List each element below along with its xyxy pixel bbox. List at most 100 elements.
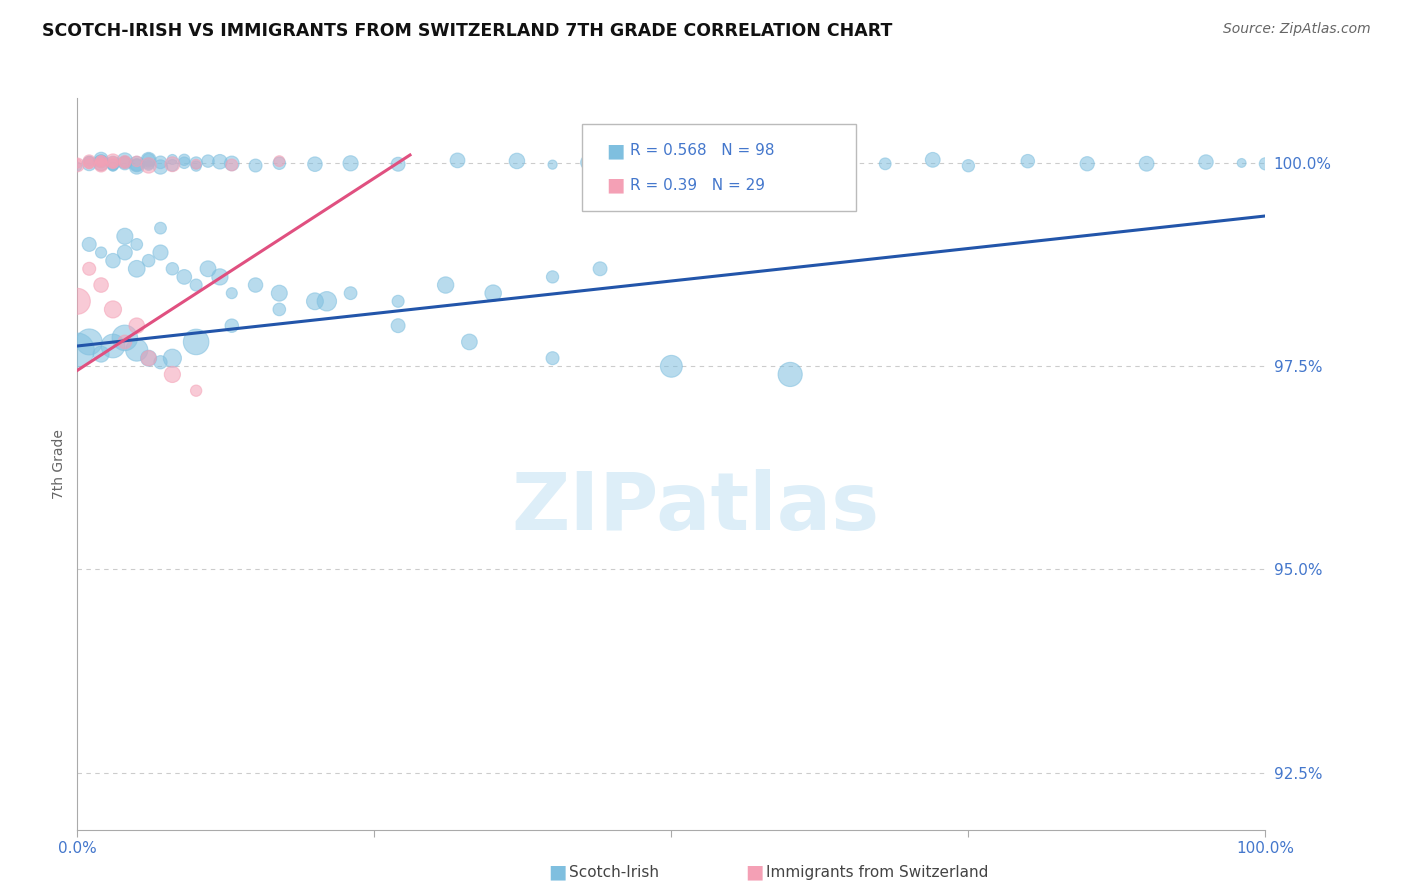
Point xyxy=(720,154,742,169)
Point xyxy=(506,153,529,168)
Point xyxy=(138,158,160,172)
Point xyxy=(77,155,100,169)
Point xyxy=(77,261,100,276)
Point xyxy=(114,153,136,168)
Point xyxy=(186,157,208,171)
Point xyxy=(101,253,124,268)
Point xyxy=(77,157,100,171)
Point xyxy=(66,343,89,357)
Point xyxy=(315,294,337,309)
Point xyxy=(1017,154,1039,169)
Point xyxy=(125,154,148,169)
Point xyxy=(125,158,148,172)
Point xyxy=(149,160,172,174)
Point xyxy=(162,351,184,366)
Point xyxy=(90,156,112,170)
Point xyxy=(138,153,160,167)
Text: Source: ZipAtlas.com: Source: ZipAtlas.com xyxy=(1223,22,1371,37)
Point xyxy=(1076,157,1098,171)
Point xyxy=(114,245,136,260)
Point xyxy=(101,302,124,317)
Point xyxy=(197,154,219,169)
Point xyxy=(269,154,291,169)
Point xyxy=(387,318,409,333)
Point xyxy=(138,156,160,170)
Text: SCOTCH-IRISH VS IMMIGRANTS FROM SWITZERLAND 7TH GRADE CORRELATION CHART: SCOTCH-IRISH VS IMMIGRANTS FROM SWITZERL… xyxy=(42,22,893,40)
Point xyxy=(138,153,160,167)
FancyBboxPatch shape xyxy=(582,124,855,211)
Point xyxy=(125,261,148,276)
Point xyxy=(1254,157,1277,171)
Point xyxy=(90,347,112,361)
Point xyxy=(77,334,100,349)
Point xyxy=(114,334,136,349)
Text: R = 0.39   N = 29: R = 0.39 N = 29 xyxy=(630,178,765,193)
Point xyxy=(90,278,112,293)
Point xyxy=(1136,157,1159,171)
Point xyxy=(957,159,980,173)
Point xyxy=(138,351,160,366)
Point xyxy=(149,355,172,369)
Point xyxy=(77,153,100,168)
Point xyxy=(173,155,195,169)
Point xyxy=(90,154,112,169)
Point xyxy=(269,302,291,317)
Point xyxy=(173,269,195,284)
Point xyxy=(101,339,124,353)
Point xyxy=(269,286,291,301)
Point xyxy=(101,156,124,170)
Point xyxy=(125,237,148,252)
Text: ■: ■ xyxy=(606,176,624,194)
Point xyxy=(149,155,172,169)
Point xyxy=(114,154,136,169)
Point xyxy=(589,261,612,276)
Point xyxy=(173,153,195,167)
Point xyxy=(125,343,148,357)
Point xyxy=(779,368,801,382)
Point xyxy=(114,155,136,169)
Point xyxy=(269,156,291,170)
Point xyxy=(162,157,184,171)
Text: ■: ■ xyxy=(548,863,567,882)
Point xyxy=(186,156,208,170)
Point xyxy=(90,153,112,167)
Point xyxy=(208,154,231,169)
Point xyxy=(304,157,326,171)
Point xyxy=(114,156,136,170)
Point xyxy=(221,318,243,333)
Point xyxy=(186,384,208,398)
Point xyxy=(101,154,124,169)
Point xyxy=(162,261,184,276)
Point xyxy=(186,278,208,293)
Point xyxy=(77,153,100,168)
Point xyxy=(576,155,599,169)
Point xyxy=(221,158,243,172)
Point xyxy=(149,221,172,235)
Point xyxy=(1230,156,1253,170)
Point xyxy=(661,359,683,374)
Point xyxy=(446,153,468,168)
Point xyxy=(755,157,778,171)
Point xyxy=(221,286,243,301)
Text: R = 0.568   N = 98: R = 0.568 N = 98 xyxy=(630,144,775,158)
Point xyxy=(921,153,943,167)
Point xyxy=(541,351,564,366)
Point xyxy=(138,253,160,268)
Point xyxy=(149,245,172,260)
Point xyxy=(101,156,124,170)
Text: ZIPatlas: ZIPatlas xyxy=(510,468,879,547)
Point xyxy=(138,159,160,173)
Text: Immigrants from Switzerland: Immigrants from Switzerland xyxy=(766,865,988,880)
Point xyxy=(541,158,564,172)
Point xyxy=(434,278,457,293)
Point xyxy=(838,154,860,169)
Point xyxy=(482,286,505,301)
Point xyxy=(90,157,112,171)
Point xyxy=(683,157,706,171)
Point xyxy=(875,157,897,171)
Point xyxy=(90,159,112,173)
Point xyxy=(304,294,326,309)
Point xyxy=(114,154,136,169)
Point xyxy=(114,331,136,345)
Point xyxy=(90,154,112,169)
